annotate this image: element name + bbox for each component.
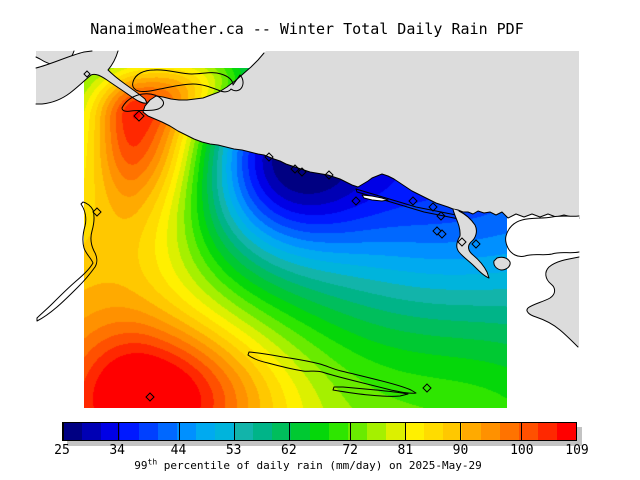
colorbar-tickline [350, 423, 351, 440]
station-diamond-marker [422, 383, 432, 393]
caption-percentile-value: 99 [134, 459, 148, 472]
colorbar-segment [405, 423, 424, 440]
colorbar-segment [462, 423, 481, 440]
colorbar-tickline [234, 423, 235, 440]
island-outline-hook [121, 93, 164, 112]
colorbar-segment [253, 423, 272, 440]
coastline-channel-bank [35, 50, 93, 69]
colorbar-segment [82, 423, 101, 440]
lagoon-white [362, 195, 388, 201]
colorbar-segment [215, 423, 234, 440]
station-diamond-marker [145, 392, 155, 402]
station-diamond-marker [436, 211, 446, 221]
colorbar-segment [234, 423, 253, 440]
colorbar-tick-label: 90 [452, 443, 469, 458]
colorbar-tickline [405, 423, 406, 440]
caption-text: percentile of daily rain (mm/day) on 202… [157, 459, 482, 472]
colorbar-tick-label: 100 [510, 443, 534, 458]
colorbar-segment [272, 423, 291, 440]
colorbar-segment [63, 423, 82, 440]
colorbar-tickline [118, 423, 119, 440]
colorbar-tick-label: 44 [170, 443, 187, 458]
station-diamond-marker [264, 152, 274, 162]
inlet-white-band [505, 216, 579, 257]
colorbar-tick-label: 81 [397, 443, 414, 458]
station-diamond-marker [437, 229, 447, 239]
islet-east-outline [493, 256, 511, 271]
colorbar-segment [424, 423, 443, 440]
landmass-peninsula [453, 209, 489, 278]
colorbar-segment [158, 423, 177, 440]
colorbar-segment [557, 423, 576, 440]
caption-percentile-suffix: th [147, 457, 158, 467]
colorbar-segment [291, 423, 310, 440]
colorbar [62, 422, 577, 441]
colorbar-tickline [63, 423, 64, 440]
colorbar-segment [367, 423, 386, 440]
colorbar-segment [329, 423, 348, 440]
station-diamond-marker [408, 196, 418, 206]
colorbar-segment [139, 423, 158, 440]
landmass-northwest-spit [36, 51, 147, 104]
station-diamond-marker [471, 239, 481, 249]
colorbar-segment [519, 423, 538, 440]
station-diamond-marker [133, 110, 145, 122]
coastline-main [142, 52, 580, 219]
station-diamond-marker [83, 70, 91, 78]
coastline-peninsula [452, 208, 490, 279]
colorbar-tickline [576, 423, 577, 440]
island-outline-north [132, 69, 244, 93]
station-diamond-marker [457, 237, 467, 247]
colorbar-tick-label: 62 [281, 443, 297, 458]
coastline-northwest-spit [35, 50, 148, 105]
station-diamond-marker [428, 202, 438, 212]
coastline-southeast [526, 256, 580, 348]
station-markers [83, 70, 481, 402]
island-outline-west-snake [36, 201, 98, 322]
station-diamond-marker [351, 196, 361, 206]
colorbar-tickline [289, 423, 290, 440]
colorbar-caption: 99th percentile of daily rain (mm/day) o… [134, 457, 482, 472]
lagoon-outline [361, 194, 389, 202]
landmass-southeast [526, 257, 579, 347]
plot-title: NanaimoWeather.ca -- Winter Total Daily … [90, 20, 524, 38]
colorbar-segment [538, 423, 557, 440]
station-diamond-marker [324, 170, 334, 180]
colorbar-tickline [521, 423, 522, 440]
colorbar-tick-label: 25 [54, 443, 70, 458]
colorbar-tick-label: 72 [342, 443, 358, 458]
colorbar-tick-label: 34 [109, 443, 125, 458]
island-outline-south-long [247, 351, 417, 394]
colorbar-segment [481, 423, 500, 440]
colorbar-tickline [179, 423, 180, 440]
island-outline-south-sliver [332, 386, 409, 397]
colorbar-segment [348, 423, 367, 440]
colorbar-segment [386, 423, 405, 440]
colorbar-segment [120, 423, 139, 440]
colorbar-tick-labels: 25 34 44 53 62 72 81 90 100 109 [0, 443, 640, 458]
colorbar-segment [443, 423, 462, 440]
station-diamond-marker [92, 207, 102, 217]
colorbar-segment [101, 423, 120, 440]
colorbar-segment [196, 423, 215, 440]
station-diamond-marker [290, 164, 300, 174]
islet-east [493, 257, 511, 270]
colorbar-tick-label: 109 [565, 443, 589, 458]
landmass-main [143, 51, 579, 218]
station-diamond-marker [297, 167, 307, 177]
inlet-band-outline [505, 215, 580, 257]
station-diamond-marker [432, 226, 442, 236]
colorbar-tickline [460, 423, 461, 440]
colorbar-tick-label: 53 [225, 443, 242, 458]
colorbar-segment [177, 423, 196, 440]
colorbar-segment [310, 423, 329, 440]
colorbar-segment [500, 423, 519, 440]
